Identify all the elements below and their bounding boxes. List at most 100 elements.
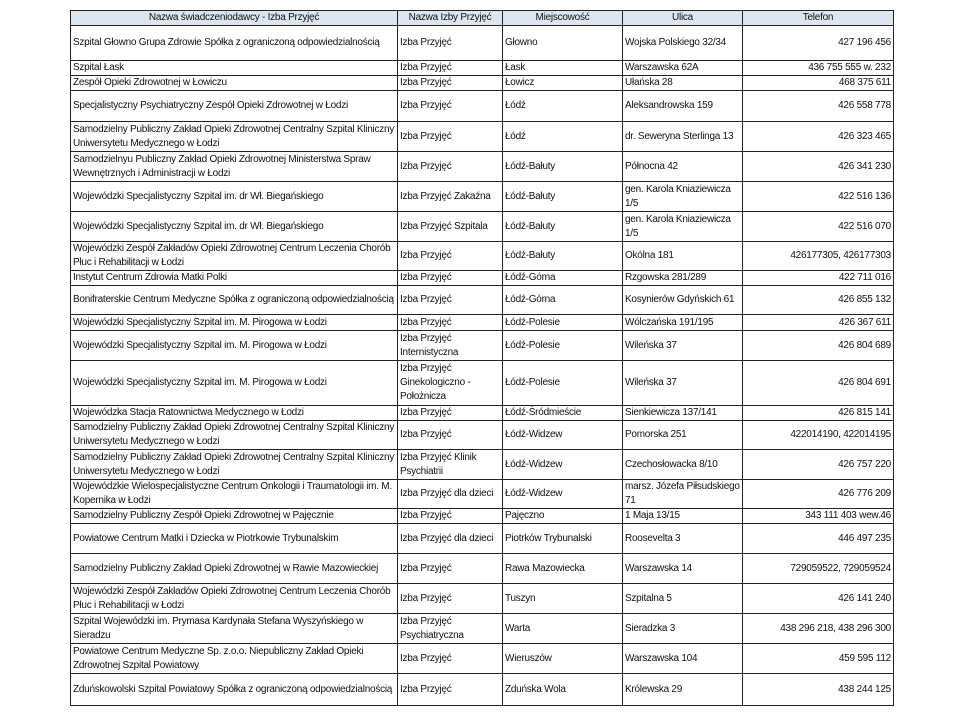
cell-provider-name: Specjalistyczny Psychiatryczny Zespół Op… xyxy=(70,90,398,122)
cell-city: Pajęczno xyxy=(502,508,623,524)
cell-city: Zduńska Wola xyxy=(502,673,623,706)
cell-admission-room: Izba Przyjęć xyxy=(397,60,503,76)
cell-admission-room: Izba Przyjęć xyxy=(397,673,503,706)
cell-city: Łódź-Śródmieście xyxy=(502,405,623,421)
header-phone: Telefon xyxy=(742,10,894,26)
cell-city: Łódź-Bałuty xyxy=(502,151,623,182)
cell-admission-room: Izba Przyjęć xyxy=(397,643,503,674)
table-row: Bonifraterskie Centrum Medyczne Spółka z… xyxy=(70,285,894,315)
cell-city: Łódź xyxy=(502,90,623,122)
cell-phone: 426 757 220 xyxy=(742,449,894,480)
header-street: Ulica xyxy=(622,10,743,26)
cell-city: Łódź-Górna xyxy=(502,285,623,315)
cell-provider-name: Powiatowe Centrum Matki i Dziecka w Piot… xyxy=(70,523,398,554)
cell-admission-room: Izba Przyjęć Psychiatryczna xyxy=(397,613,503,644)
cell-provider-name: Samodzielny Publiczny Zakład Opieki Zdro… xyxy=(70,449,398,480)
table-row: Wojewódzki Specjalistyczny Szpital im. M… xyxy=(70,314,894,331)
table-row: Szpital Głowno Grupa Zdrowie Spółka z og… xyxy=(70,25,894,61)
cell-street: Północna 42 xyxy=(622,151,743,182)
cell-admission-room: Izba Przyjęć dla dzieci xyxy=(397,523,503,554)
table-row: Powiatowe Centrum Medyczne Sp. z.o.o. Ni… xyxy=(70,643,894,674)
cell-city: Łódź-Widzew xyxy=(502,479,623,509)
cell-admission-room: Izba Przyjęć xyxy=(397,90,503,122)
cell-phone: 426 558 778 xyxy=(742,90,894,122)
cell-admission-room: Izba Przyjęć xyxy=(397,151,503,182)
header-admission-room: Nazwa Izby Przyjęć xyxy=(397,10,503,26)
cell-admission-room: Izba Przyjęć xyxy=(397,75,503,91)
cell-provider-name: Powiatowe Centrum Medyczne Sp. z.o.o. Ni… xyxy=(70,643,398,674)
cell-city: Łódź-Polesie xyxy=(502,330,623,361)
cell-provider-name: Wojewódzka Stacja Ratownictwa Medycznego… xyxy=(70,405,398,421)
cell-phone: 422 516 070 xyxy=(742,211,894,242)
cell-street: Szpitalna 5 xyxy=(622,583,743,614)
cell-provider-name: Samodzielnyu Publiczny Zakład Opieki Zdr… xyxy=(70,151,398,182)
cell-provider-name: Wojewódzki Specjalistyczny Szpital im. M… xyxy=(70,314,398,331)
header-city: Miejscowość xyxy=(502,10,623,26)
cell-street: Sieradzka 3 xyxy=(622,613,743,644)
cell-provider-name: Wojewódzki Zespół Zakładów Opieki Zdrowo… xyxy=(70,583,398,614)
cell-phone: 426 776 209 xyxy=(742,479,894,509)
table-row: Samodzielny Publiczny Zakład Opieki Zdro… xyxy=(70,121,894,152)
cell-phone: 422 516 136 xyxy=(742,181,894,212)
table-header-row: Nazwa świadczeniodawcy - Izba Przyjęć Na… xyxy=(70,10,894,26)
cell-admission-room: Izba Przyjęć xyxy=(397,270,503,286)
cell-provider-name: Zduńskowolski Szpital Powiatowy Spółka z… xyxy=(70,673,398,706)
cell-provider-name: Wojewódzki Specjalistyczny Szpital im. d… xyxy=(70,211,398,242)
cell-street: Pomorska 251 xyxy=(622,420,743,450)
cell-city: Warta xyxy=(502,613,623,644)
cell-provider-name: Wojewódzki Specjalistyczny Szpital im. M… xyxy=(70,330,398,361)
cell-street: Warszawska 14 xyxy=(622,553,743,584)
table-row: Zespół Opieki Zdrowotnej w Łowiczu Izba P… xyxy=(70,75,894,91)
cell-street: gen. Karola Kniaziewicza 1/5 xyxy=(622,181,743,212)
cell-admission-room: Izba Przyjęć xyxy=(397,508,503,524)
cell-provider-name: Wojewódzki Zespół Zakładów Opieki Zdrowo… xyxy=(70,241,398,271)
table-row: Samodzielnyu Publiczny Zakład Opieki Zdr… xyxy=(70,151,894,182)
cell-street: Królewska 29 xyxy=(622,673,743,706)
cell-admission-room: Izba Przyjęć xyxy=(397,420,503,450)
cell-city: Łódź-Polesie xyxy=(502,360,623,406)
cell-street: Roosevelta 3 xyxy=(622,523,743,554)
cell-street: Warszawska 62A xyxy=(622,60,743,76)
cell-city: Rawa Mazowiecka xyxy=(502,553,623,584)
cell-provider-name: Samodzielny Publiczny Zakład Opieki Zdro… xyxy=(70,553,398,584)
cell-city: Łódź-Górna xyxy=(502,270,623,286)
cell-phone: 426 804 691 xyxy=(742,360,894,406)
cell-admission-room: Izba Przyjęć Klinik Psychiatrii xyxy=(397,449,503,480)
cell-phone: 426 323 465 xyxy=(742,121,894,152)
cell-provider-name: Szpital Wojewódzki im. Prymasa Kardynała… xyxy=(70,613,398,644)
cell-city: Łódź xyxy=(502,121,623,152)
cell-phone: 729059522, 729059524 xyxy=(742,553,894,584)
cell-phone: 426 815 141 xyxy=(742,405,894,421)
cell-admission-room: Izba Przyjęć xyxy=(397,121,503,152)
hospital-admissions-table: Nazwa świadczeniodawcy - Izba Przyjęć Na… xyxy=(70,10,894,706)
cell-provider-name: Wojewódzki Specjalistyczny Szpital im. d… xyxy=(70,181,398,212)
cell-city: Łódź-Widzew xyxy=(502,420,623,450)
cell-phone: 426 341 230 xyxy=(742,151,894,182)
cell-admission-room: Izba Przyjęć xyxy=(397,314,503,331)
cell-phone: 343 111 403 wew.46 xyxy=(742,508,894,524)
cell-street: Wileńska 37 xyxy=(622,330,743,361)
table-row: Samodzielny Publiczny Zespół Opieki Zdro… xyxy=(70,508,894,524)
table-row: Wojewódzka Stacja Ratownictwa Medycznego… xyxy=(70,405,894,421)
cell-provider-name: Szpital Łask xyxy=(70,60,398,76)
cell-city: Łowicz xyxy=(502,75,623,91)
cell-city: Łask xyxy=(502,60,623,76)
cell-phone: 446 497 235 xyxy=(742,523,894,554)
cell-city: Piotrków Trybunalski xyxy=(502,523,623,554)
cell-street: Wojska Polskiego 32/34 xyxy=(622,25,743,61)
table-row: Szpital Łask Izba Przyjęć Łask Warszawska 6… xyxy=(70,60,894,76)
cell-street: gen. Karola Kniaziewicza 1/5 xyxy=(622,211,743,242)
cell-provider-name: Wojewódzki Specjalistyczny Szpital im. M… xyxy=(70,360,398,406)
table-row: Samodzielny Publiczny Zakład Opieki Zdro… xyxy=(70,553,894,584)
cell-provider-name: Bonifraterskie Centrum Medyczne Spółka z… xyxy=(70,285,398,315)
cell-phone: 426 141 240 xyxy=(742,583,894,614)
cell-street: Wileńska 37 xyxy=(622,360,743,406)
cell-provider-name: Wojewódzkie Wielospecjalistyczne Centrum… xyxy=(70,479,398,509)
cell-admission-room: Izba Przyjęć xyxy=(397,405,503,421)
cell-street: Warszawska 104 xyxy=(622,643,743,674)
cell-admission-room: Izba Przyjęć Ginekologiczno - Położnicza xyxy=(397,360,503,406)
cell-phone: 426 804 689 xyxy=(742,330,894,361)
cell-provider-name: Samodzielny Publiczny Zespół Opieki Zdro… xyxy=(70,508,398,524)
cell-admission-room: Izba Przyjęć Zakaźna xyxy=(397,181,503,212)
cell-street: Okólna 181 xyxy=(622,241,743,271)
